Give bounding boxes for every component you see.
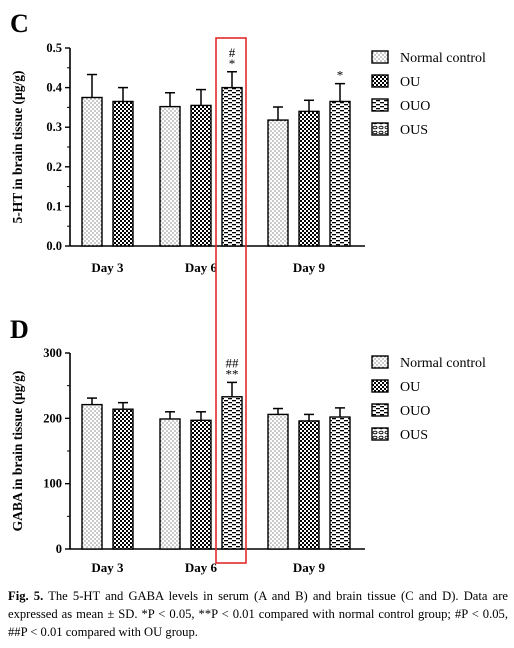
y-tick-label: 0 (56, 542, 62, 556)
panel-c-letter: C (10, 9, 29, 38)
x-tick-label: Day 6 (185, 560, 218, 575)
x-tick-label: Day 3 (91, 260, 124, 275)
y-axis-label: 5-HT in brain tissue (μg/g) (10, 71, 25, 224)
bar (329, 100, 351, 247)
legend-swatch (371, 122, 389, 136)
legend-label: OUO (400, 99, 430, 114)
caption-label: Fig. 5. (8, 589, 44, 603)
legend-label: OU (400, 380, 420, 395)
y-tick-label: 0.2 (46, 160, 62, 174)
legend-label: Normal control (400, 356, 486, 371)
bar (329, 416, 351, 550)
significance-mark: # (229, 45, 236, 60)
caption-text: The 5-HT and GABA levels in serum (A and… (8, 589, 509, 639)
y-tick-label: 200 (43, 411, 62, 425)
bar (267, 413, 289, 550)
bar (159, 418, 181, 550)
x-tick-label: Day 6 (185, 260, 218, 275)
bar (298, 420, 320, 550)
panel-d-letter: D (10, 315, 29, 344)
panel-d-chart: D 0 100 200 300 GABA in brain tissue (μg/g) D… (10, 315, 486, 575)
legend-swatch (371, 74, 389, 88)
highlight-box (215, 37, 247, 564)
significance-mark: * (229, 56, 236, 71)
y-tick-label: 0.5 (46, 41, 62, 55)
legend-label: OUS (400, 123, 428, 138)
legend-swatch (371, 50, 389, 64)
panel-c-chart: C 0.0 0.1 0.2 0.3 0.4 0.5 5-HT in brain tissue… (10, 9, 486, 275)
bar (112, 408, 134, 550)
legend-swatch (371, 403, 389, 417)
legend-swatch (371, 379, 389, 393)
x-tick-label: Day 3 (91, 560, 124, 575)
y-tick-label: 0.3 (46, 120, 62, 134)
legend-label: OU (400, 75, 420, 90)
y-axis-label: GABA in brain tissue (μg/g) (10, 371, 25, 532)
significance-mark: * (337, 68, 344, 83)
y-tick-label: 0.4 (46, 81, 62, 95)
y-tick-label: 0.0 (46, 239, 62, 253)
legend-swatch (371, 427, 389, 441)
legend-label: OUO (400, 404, 430, 419)
legend-swatch (371, 355, 389, 369)
x-tick-label: Day 9 (293, 560, 326, 575)
bar (221, 86, 243, 247)
bar (267, 119, 289, 247)
significance-mark: ** (226, 366, 239, 381)
y-tick-label: 0.1 (46, 199, 62, 213)
bar (298, 110, 320, 247)
legend-label: OUS (400, 428, 428, 443)
y-tick-label: 100 (43, 477, 62, 491)
bar (159, 105, 181, 247)
bar (190, 104, 212, 247)
legend-label: Normal control (400, 51, 486, 66)
bar (112, 100, 134, 247)
legend-swatch (371, 98, 389, 112)
figure-caption: Fig. 5. The 5-HT and GABA levels in seru… (8, 587, 508, 641)
bar (190, 419, 212, 550)
bar (81, 96, 103, 247)
x-tick-label: Day 9 (293, 260, 326, 275)
bar (221, 396, 243, 550)
significance-mark: ## (226, 355, 240, 370)
y-tick-label: 300 (43, 346, 62, 360)
bar (81, 403, 103, 550)
